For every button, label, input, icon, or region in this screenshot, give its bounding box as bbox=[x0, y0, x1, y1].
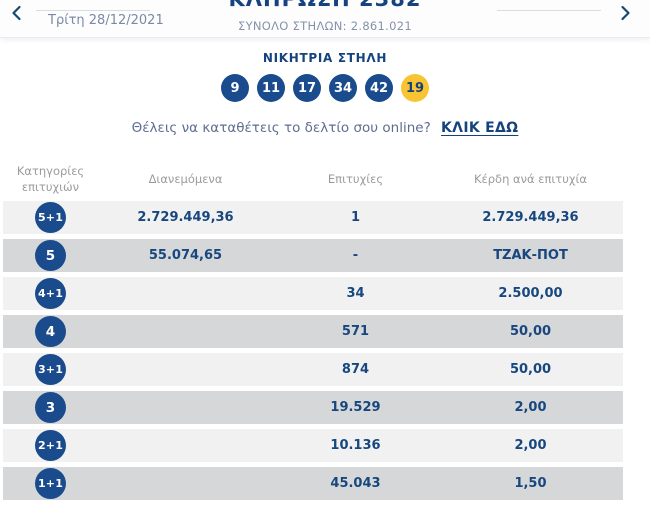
column-header-prize: Κέρδη ανά επιτυχία bbox=[473, 172, 587, 187]
winning-numbers: 9 11 17 34 42 19 bbox=[0, 74, 650, 102]
category-badge: 1+1 bbox=[35, 468, 66, 499]
table-row: 4 571 50,00 bbox=[3, 315, 623, 348]
distributed-value: 2.729.449,36 bbox=[137, 210, 234, 225]
column-header-distributed: Διανεμόμενα bbox=[148, 172, 223, 187]
divider-left bbox=[36, 10, 150, 11]
column-header-categories: Κατηγορίες επιτυχιών bbox=[16, 164, 85, 194]
click-here-link[interactable]: ΚΛΙΚ ΕΔΩ bbox=[441, 120, 519, 136]
winners-value: 19.529 bbox=[330, 400, 381, 415]
prize-value: ΤΖΑΚ-ΠΟΤ bbox=[493, 248, 568, 263]
prize-table: Κατηγορίες επιτυχιών Διανεμόμενα Επιτυχί… bbox=[3, 160, 623, 500]
category-badge: 3 bbox=[35, 392, 66, 423]
prize-value: 2,00 bbox=[514, 400, 547, 415]
table-row: 5+1 2.729.449,36 1 2.729.449,36 bbox=[3, 201, 623, 234]
table-row: 3 19.529 2,00 bbox=[3, 391, 623, 424]
winning-number-ball: 34 bbox=[329, 74, 357, 102]
prize-table-header: Κατηγορίες επιτυχιών Διανεμόμενα Επιτυχί… bbox=[3, 160, 623, 200]
winning-number-ball: 11 bbox=[257, 74, 285, 102]
winning-column-label: ΝΙΚΗΤΡΙΑ ΣΤΗΛΗ bbox=[262, 51, 388, 65]
prize-value: 2.500,00 bbox=[498, 286, 563, 301]
joker-number-ball: 19 bbox=[401, 74, 429, 102]
table-row: 2+1 10.136 2,00 bbox=[3, 429, 623, 462]
winners-value: 45.043 bbox=[330, 476, 381, 491]
chevron-left-icon bbox=[10, 5, 23, 21]
distributed-value: 55.074,65 bbox=[148, 248, 223, 263]
table-row: 3+1 874 50,00 bbox=[3, 353, 623, 386]
category-badge: 5+1 bbox=[35, 202, 66, 233]
draw-header: ΚΛΗΡΩΣΗ 2382 Τρίτη 28/12/2021 ΣΥΝΟΛΟ ΣΤΗ… bbox=[0, 0, 650, 38]
winners-value: - bbox=[352, 248, 359, 263]
category-badge: 3+1 bbox=[35, 354, 66, 385]
next-draw-button[interactable] bbox=[617, 3, 634, 23]
prize-value: 50,00 bbox=[509, 362, 552, 377]
winners-value: 10.136 bbox=[330, 438, 381, 453]
winners-value: 571 bbox=[341, 324, 370, 339]
prize-value: 50,00 bbox=[509, 324, 552, 339]
column-header-winners: Επιτυχίες bbox=[327, 172, 384, 187]
category-badge: 2+1 bbox=[35, 430, 66, 461]
table-row: 4+1 34 2.500,00 bbox=[3, 277, 623, 310]
category-badge: 4+1 bbox=[35, 278, 66, 309]
divider-right bbox=[497, 10, 601, 11]
chevron-right-icon bbox=[619, 5, 632, 21]
winners-value: 874 bbox=[341, 362, 370, 377]
category-badge: 5 bbox=[35, 240, 66, 271]
prize-value: 2.729.449,36 bbox=[482, 210, 579, 225]
winning-number-ball: 17 bbox=[293, 74, 321, 102]
winning-number-ball: 9 bbox=[221, 74, 249, 102]
draw-title: ΚΛΗΡΩΣΗ 2382 bbox=[0, 0, 650, 11]
prize-value: 2,00 bbox=[514, 438, 547, 453]
table-row: 5 55.074,65 - ΤΖΑΚ-ΠΟΤ bbox=[3, 239, 623, 272]
prize-value: 1,50 bbox=[514, 476, 547, 491]
table-row: 1+1 45.043 1,50 bbox=[3, 467, 623, 500]
previous-draw-button[interactable] bbox=[8, 3, 25, 23]
category-badge: 4 bbox=[35, 316, 66, 347]
draw-date: Τρίτη 28/12/2021 bbox=[48, 13, 164, 28]
winners-value: 1 bbox=[350, 210, 361, 225]
winners-value: 34 bbox=[346, 286, 365, 301]
total-columns: ΣΥΝΟΛΟ ΣΤΗΛΩΝ: 2.861.021 bbox=[238, 19, 412, 33]
play-online-cta: Θέλεις να καταθέτεις το δελτίο σου onlin… bbox=[0, 120, 650, 136]
cta-text: Θέλεις να καταθέτεις το δελτίο σου onlin… bbox=[131, 120, 431, 136]
winning-number-ball: 42 bbox=[365, 74, 393, 102]
